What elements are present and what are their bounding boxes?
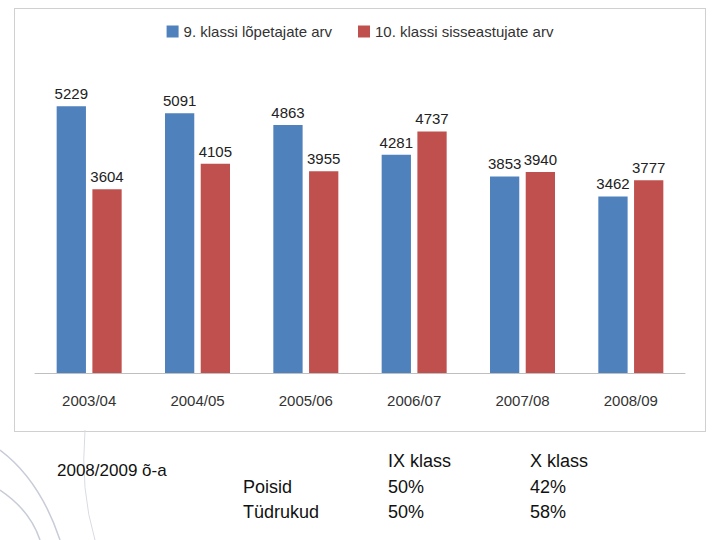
- svg-text:4281: 4281: [380, 134, 413, 151]
- svg-text:2003/04: 2003/04: [62, 392, 116, 409]
- svg-text:2007/08: 2007/08: [495, 392, 549, 409]
- svg-text:4737: 4737: [415, 110, 448, 127]
- html-text:50%: 50%: [388, 477, 424, 497]
- svg-text:3604: 3604: [90, 168, 123, 185]
- html-text:50%: 50%: [388, 502, 424, 522]
- svg-text:10. klassi sisseastujate arv: 10. klassi sisseastujate arv: [375, 23, 554, 40]
- svg-text:2008/09: 2008/09: [604, 392, 658, 409]
- svg-text:3853: 3853: [488, 155, 521, 172]
- svg-text:3462: 3462: [596, 175, 629, 192]
- svg-text:3777: 3777: [632, 159, 665, 176]
- svg-text:5229: 5229: [55, 85, 88, 102]
- svg-text:4105: 4105: [199, 143, 232, 160]
- svg-text:2005/06: 2005/06: [279, 392, 333, 409]
- svg-text:2004/05: 2004/05: [170, 392, 224, 409]
- html-text:Tüdrukud: Tüdrukud: [243, 502, 319, 522]
- svg-text:3955: 3955: [307, 150, 340, 167]
- svg-text:2006/07: 2006/07: [387, 392, 441, 409]
- html-text:58%: 58%: [530, 502, 566, 522]
- html-text:X klass: X klass: [530, 451, 588, 471]
- html-text:2008/2009 õ-a: 2008/2009 õ-a: [57, 461, 167, 480]
- html-text:42%: 42%: [530, 477, 566, 497]
- html-text:IX klass: IX klass: [388, 451, 451, 471]
- html-text:Poisid: Poisid: [243, 477, 292, 497]
- svg-text:4863: 4863: [271, 104, 304, 121]
- svg-text:9. klassi lõpetajate arv: 9. klassi lõpetajate arv: [184, 23, 333, 40]
- svg-text:3940: 3940: [524, 151, 557, 168]
- svg-text:5091: 5091: [163, 92, 196, 109]
